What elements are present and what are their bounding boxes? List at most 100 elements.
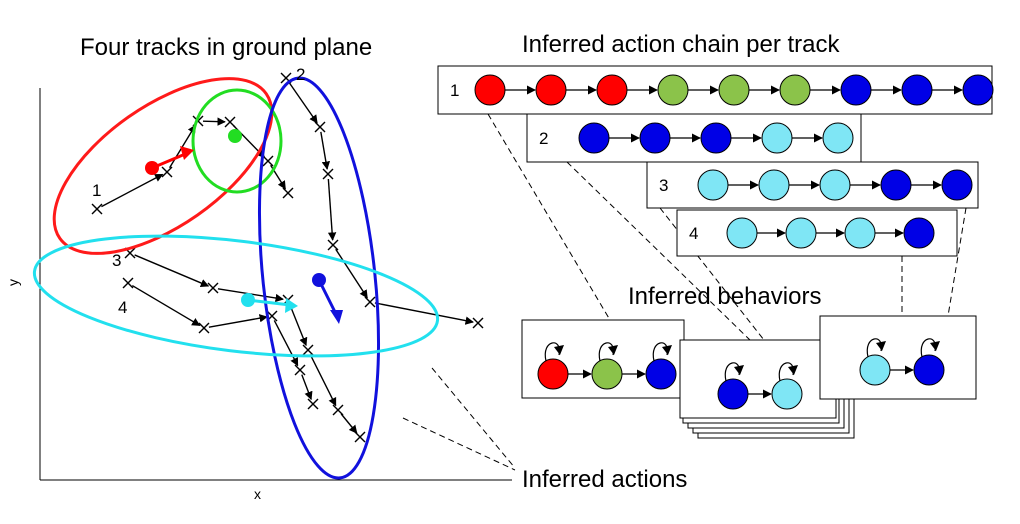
track-3 [124,247,366,443]
behavior-node-blue [913,354,945,386]
green-action-ellipse [191,88,283,194]
behavior-model-3 [819,315,977,400]
track-segment [320,131,331,170]
track-segment [289,304,308,347]
inferred-actions-label: Inferred actions [522,466,687,493]
track-segment [374,302,474,325]
action-chain-panel: Inferred action chain per track 1 2 3 4 Inf… [437,31,994,493]
tracks-layer [91,72,484,443]
track-label-3: 3 [112,251,121,270]
action-node-cyan [785,217,817,249]
action-node-cyan [844,217,876,249]
action-node-blue [639,122,671,154]
chain-label: 3 [659,176,668,195]
action-node-blue [578,122,610,154]
track-point-marker [122,277,134,289]
track-point-marker [314,121,326,133]
action-chain-title: Inferred action chain per track [522,31,840,58]
action-node-cyan [726,217,758,249]
track-point-marker [332,404,344,416]
red-action-ellipse [52,77,274,255]
action-node-cyan [758,169,790,201]
action-chain-3: 3 [646,161,979,209]
action-node-blue [700,122,732,154]
track-segment [134,254,210,287]
action-chain-2: 2 [526,113,862,163]
action-node-blue [903,217,935,249]
track-label-4: 4 [118,298,127,317]
action-node-cyan [761,122,793,154]
behavior-node-cyan [771,378,803,410]
track-point-marker [354,431,366,443]
self-loop-head [930,341,940,351]
track-point-marker [322,168,334,180]
behavior-model-1 [521,319,685,399]
action-node-red [596,74,628,106]
track-point-marker [307,398,319,410]
inferred-behaviors-label: Inferred behaviors [628,283,821,310]
track-segment [273,320,299,367]
red-action-arrow [145,146,194,175]
track-point-marker [91,203,103,215]
track-point-marker [327,239,339,251]
action-node-blue [840,74,872,106]
blue-action-arrow [312,273,343,324]
action-chain-1: 1 [437,65,994,115]
chain-label: 2 [539,129,548,148]
track-segment [340,413,358,434]
action-node-blue [962,74,994,106]
action-node-red [535,74,567,106]
x-axis-label: x [254,486,261,502]
self-loop-head [662,345,672,355]
track-segment [288,81,318,124]
y-axis-label: y [5,279,21,286]
track-point-marker [472,317,484,329]
dashed-connectors [402,113,967,471]
action-node-cyan [822,122,854,154]
self-loop-head [554,345,564,355]
behavior-box [819,315,977,400]
track-point-marker [198,322,210,334]
chains-layer: 1 2 3 4 [437,65,994,257]
green-action-dot [228,129,242,143]
self-loop-head [734,365,744,375]
action-node-green [779,74,811,106]
chain-label: 1 [450,81,459,100]
ground-plane-title: Four tracks in ground plane [80,34,372,61]
track-point-marker [161,166,173,178]
track-point-marker [282,187,294,199]
behavior-node-green [591,358,623,390]
action-node-cyan [697,169,729,201]
cyan-action-ellipse [32,234,440,358]
track-point-marker [364,296,376,308]
self-loop-head [608,345,618,355]
self-loop-head [876,341,886,351]
behavior-node-blue [717,378,749,410]
track-segment [202,117,226,126]
track-segment [131,284,201,327]
track-segment [335,248,368,299]
track-2 [280,72,484,329]
track-point-marker [224,116,236,128]
behavior-node-cyan [859,354,891,386]
cyan-action-arrow [241,293,298,313]
behavior-model-2 [679,339,837,419]
action-node-blue [941,169,973,201]
action-node-blue [901,74,933,106]
track-label-2: 2 [296,65,305,84]
behavior-node-red [537,358,569,390]
track-segment [101,173,164,208]
action-chain-4: 4 [676,209,958,257]
self-loop-head [788,365,798,375]
action-node-blue [880,169,912,201]
track-4 [122,277,319,410]
track-segment [208,314,268,328]
behaviors-layer [521,315,977,439]
track-label-1: 1 [92,181,101,200]
track-segment [168,124,197,169]
action-node-red [474,74,506,106]
behavior-node-blue [645,358,677,390]
action-node-green [718,74,750,106]
track-segment [309,354,337,407]
